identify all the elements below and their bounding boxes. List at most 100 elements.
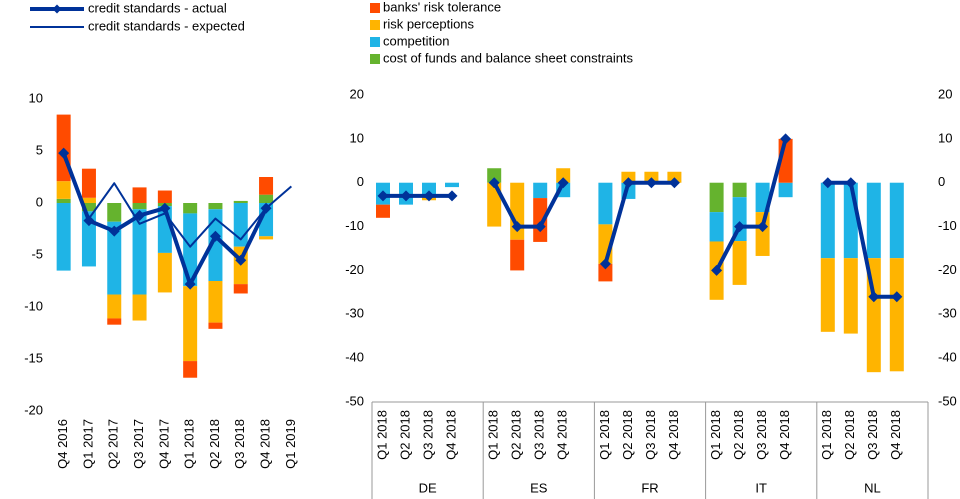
line-marker <box>645 177 657 189</box>
bar <box>233 284 248 294</box>
x-tick-label: Q4 2017 <box>156 419 171 469</box>
bar <box>56 203 71 271</box>
y-tick-label: 10 <box>350 130 364 145</box>
legend-label: credit standards - expected <box>88 18 245 33</box>
x-tick-label: Q4 2016 <box>55 419 70 469</box>
y-tick-label: 0 <box>36 194 43 209</box>
x-tick-label: Q1 2018 <box>374 410 389 460</box>
bar <box>510 239 525 271</box>
line-marker <box>622 177 634 189</box>
y-tick-label: -50 <box>345 393 364 408</box>
x-tick-label: Q3 2018 <box>420 410 435 460</box>
x-tick-label: Q1 2018 <box>708 410 723 460</box>
y-tick-label: -20 <box>24 402 43 417</box>
line-marker <box>534 221 546 233</box>
y-tick-label: -20 <box>345 262 364 277</box>
x-tick-label: Q2 2018 <box>620 410 635 460</box>
legend-label: cost of funds and balance sheet constrai… <box>383 50 634 65</box>
bar <box>132 187 147 203</box>
bar <box>259 194 274 203</box>
bar <box>183 361 198 378</box>
actual-line <box>492 181 565 229</box>
line-marker <box>845 177 857 189</box>
bar <box>183 203 198 214</box>
bar <box>81 168 96 198</box>
bar <box>259 236 274 240</box>
x-tick-label: Q2 2018 <box>509 410 524 460</box>
bar <box>81 197 96 203</box>
x-tick-label: Q4 2018 <box>555 410 570 460</box>
line-marker <box>446 190 458 202</box>
y2-tick-label: 20 <box>938 86 952 101</box>
x-tick-label: Q2 2018 <box>397 410 412 460</box>
y-tick-label: -10 <box>345 218 364 233</box>
group-label: IT <box>755 480 767 495</box>
y2-tick-label: -40 <box>938 350 957 365</box>
line-marker <box>780 133 792 145</box>
bar <box>157 252 172 293</box>
bar <box>208 209 223 281</box>
legend-swatch <box>370 3 380 13</box>
bar <box>889 258 904 372</box>
bar <box>157 190 172 203</box>
y-tick-label: 10 <box>29 90 43 105</box>
bar <box>208 281 223 323</box>
bar <box>376 204 390 218</box>
bar <box>732 182 747 198</box>
bar <box>259 177 274 195</box>
x-tick-label: Q1 2018 <box>819 410 834 460</box>
group-label: DE <box>419 480 437 495</box>
y-tick-label: -30 <box>345 306 364 321</box>
x-tick-label: Q3 2018 <box>643 410 658 460</box>
y2-tick-label: -10 <box>938 218 957 233</box>
x-tick-label: Q2 2018 <box>207 419 222 469</box>
line-marker <box>599 258 611 270</box>
actual-line <box>603 180 675 265</box>
x-tick-label: Q1 2018 <box>182 419 197 469</box>
x-tick-label: Q3 2018 <box>232 419 247 469</box>
line-marker <box>159 202 171 214</box>
line-marker <box>488 177 500 189</box>
x-tick-label: Q1 2018 <box>486 410 501 460</box>
line-marker <box>822 177 834 189</box>
line-marker <box>377 190 389 202</box>
line-marker <box>108 225 120 237</box>
y2-tick-label: 10 <box>938 130 952 145</box>
bar <box>598 182 613 225</box>
x-tick-label: Q4 2018 <box>666 410 681 460</box>
bar <box>843 258 858 334</box>
bar <box>132 209 147 295</box>
legend-label: banks' risk tolerance <box>383 0 501 14</box>
x-tick-label: Q4 2018 <box>443 410 458 460</box>
bar <box>445 182 459 188</box>
legend-swatch <box>370 20 380 30</box>
y-tick-label: 5 <box>36 142 43 157</box>
x-tick-label: Q3 2017 <box>131 419 146 469</box>
bar <box>755 182 770 213</box>
x-tick-label: Q1 2017 <box>80 419 95 469</box>
group-label: FR <box>641 480 658 495</box>
bar <box>422 182 436 196</box>
bar <box>107 203 122 222</box>
bar <box>233 200 248 203</box>
y2-tick-label: 0 <box>938 174 945 189</box>
y2-tick-label: -50 <box>938 393 957 408</box>
actual-line <box>827 180 897 299</box>
bar <box>208 322 223 329</box>
legend-label: competition <box>383 33 449 48</box>
bar <box>533 182 548 199</box>
line-marker <box>423 190 435 202</box>
line-marker <box>711 264 723 276</box>
legend-label: credit standards - actual <box>88 0 227 15</box>
y2-tick-label: -20 <box>938 262 957 277</box>
x-tick-label: Q2 2018 <box>842 410 857 460</box>
bar <box>598 263 613 282</box>
y-tick-label: 0 <box>357 174 364 189</box>
group-label: ES <box>530 480 548 495</box>
bar <box>709 212 724 242</box>
x-tick-label: Q2 2017 <box>106 419 121 469</box>
bar <box>183 286 198 362</box>
line-marker <box>891 291 903 303</box>
x-tick-label: Q1 2019 <box>283 419 298 469</box>
